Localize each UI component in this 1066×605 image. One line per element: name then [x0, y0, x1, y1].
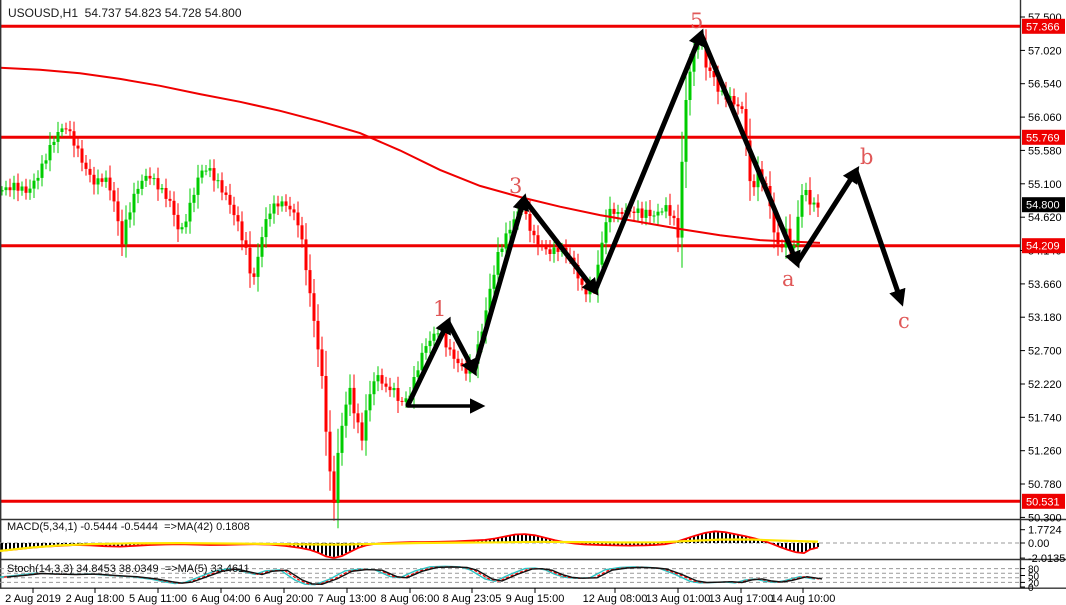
svg-text:54.800: 54.800: [1026, 200, 1060, 212]
price-axis-ticks: 57.50057.02056.54056.06055.58055.10054.6…: [1020, 12, 1062, 524]
svg-text:13 Aug 17:00: 13 Aug 17:00: [709, 593, 774, 605]
main-chart-panel[interactable]: [0, 0, 1020, 519]
stoch-plot: [0, 565, 1020, 586]
svg-text:6 Aug 20:00: 6 Aug 20:00: [255, 593, 314, 605]
stoch-panel[interactable]: [0, 560, 1020, 588]
current-price-badge: [1022, 197, 1065, 213]
svg-text:5: 5: [690, 9, 703, 33]
macd-plot: [0, 530, 1020, 559]
svg-text:56.060: 56.060: [1028, 112, 1062, 124]
svg-text:50.531: 50.531: [1026, 496, 1060, 508]
svg-text:51.740: 51.740: [1028, 412, 1062, 424]
elliott-wave-labels: 1 3 5 a b c: [433, 9, 910, 333]
svg-text:52.220: 52.220: [1028, 379, 1062, 391]
stoch-indicator-label: Stoch(14,3,3) 34.8453 38.0349 =>MA(5) 33…: [7, 563, 250, 575]
svg-text:2 Aug 18:00: 2 Aug 18:00: [66, 593, 125, 605]
svg-text:0: 0: [1028, 583, 1034, 594]
svg-text:b: b: [860, 145, 873, 169]
elliott-wave-arrows[interactable]: [405, 28, 906, 414]
svg-text:2 Aug 2019: 2 Aug 2019: [5, 593, 61, 605]
svg-text:50: 50: [1028, 572, 1040, 583]
svg-text:14 Aug 10:00: 14 Aug 10:00: [771, 593, 836, 605]
svg-text:12 Aug 08:00: 12 Aug 08:00: [583, 593, 648, 605]
svg-text:55.580: 55.580: [1028, 145, 1062, 157]
svg-text:53.180: 53.180: [1028, 312, 1062, 324]
svg-text:54.620: 54.620: [1028, 212, 1062, 224]
panel-borders: [0, 0, 1066, 589]
ma-line: [0, 66, 821, 244]
svg-text:6 Aug 04:00: 6 Aug 04:00: [192, 593, 251, 605]
svg-text:54.209: 54.209: [1026, 241, 1060, 253]
svg-text:55.769: 55.769: [1026, 132, 1060, 144]
svg-text:50.300: 50.300: [1028, 512, 1062, 524]
svg-text:3: 3: [509, 174, 522, 198]
svg-text:53.660: 53.660: [1028, 279, 1062, 291]
svg-text:1: 1: [433, 297, 446, 321]
svg-text:8 Aug 06:00: 8 Aug 06:00: [381, 593, 440, 605]
svg-text:52.700: 52.700: [1028, 346, 1062, 358]
svg-text:80: 80: [1028, 565, 1040, 576]
svg-text:c: c: [898, 309, 910, 333]
svg-text:5 Aug 11:00: 5 Aug 11:00: [129, 593, 187, 605]
svg-text:57.020: 57.020: [1028, 45, 1062, 57]
svg-text:0.00: 0.00: [1028, 538, 1049, 550]
time-axis[interactable]: [0, 588, 1020, 605]
svg-text:a: a: [782, 267, 795, 291]
svg-text:-2.0135: -2.0135: [1028, 553, 1065, 565]
svg-text:56.540: 56.540: [1028, 79, 1062, 91]
price-level-badges: 57.366 55.769 54.209 50.531 54.800: [1022, 18, 1065, 509]
svg-text:13 Aug 01:00: 13 Aug 01:00: [646, 593, 711, 605]
svg-text:1.7724: 1.7724: [1028, 525, 1062, 537]
price-axis[interactable]: [1020, 0, 1066, 588]
svg-text:9 Aug 15:00: 9 Aug 15:00: [506, 593, 565, 605]
svg-text:50.780: 50.780: [1028, 479, 1062, 491]
time-axis-labels: 2 Aug 2019 2 Aug 18:00 5 Aug 11:00 6 Aug 04…: [5, 588, 835, 605]
macd-panel[interactable]: [0, 520, 1020, 559]
svg-text:57.366: 57.366: [1026, 21, 1060, 33]
svg-text:8 Aug 23:05: 8 Aug 23:05: [443, 593, 502, 605]
macd-indicator-label: MACD(5,34,1) -0.5444 -0.5444 =>MA(42) 0.…: [7, 521, 250, 533]
svg-text:55.100: 55.100: [1028, 179, 1062, 191]
svg-text:20: 20: [1028, 578, 1040, 589]
svg-text:51.260: 51.260: [1028, 446, 1062, 458]
svg-text:7 Aug 13:00: 7 Aug 13:00: [318, 593, 377, 605]
chart-title: USOUSD,H1 54.737 54.823 54.728 54.800: [8, 6, 242, 20]
